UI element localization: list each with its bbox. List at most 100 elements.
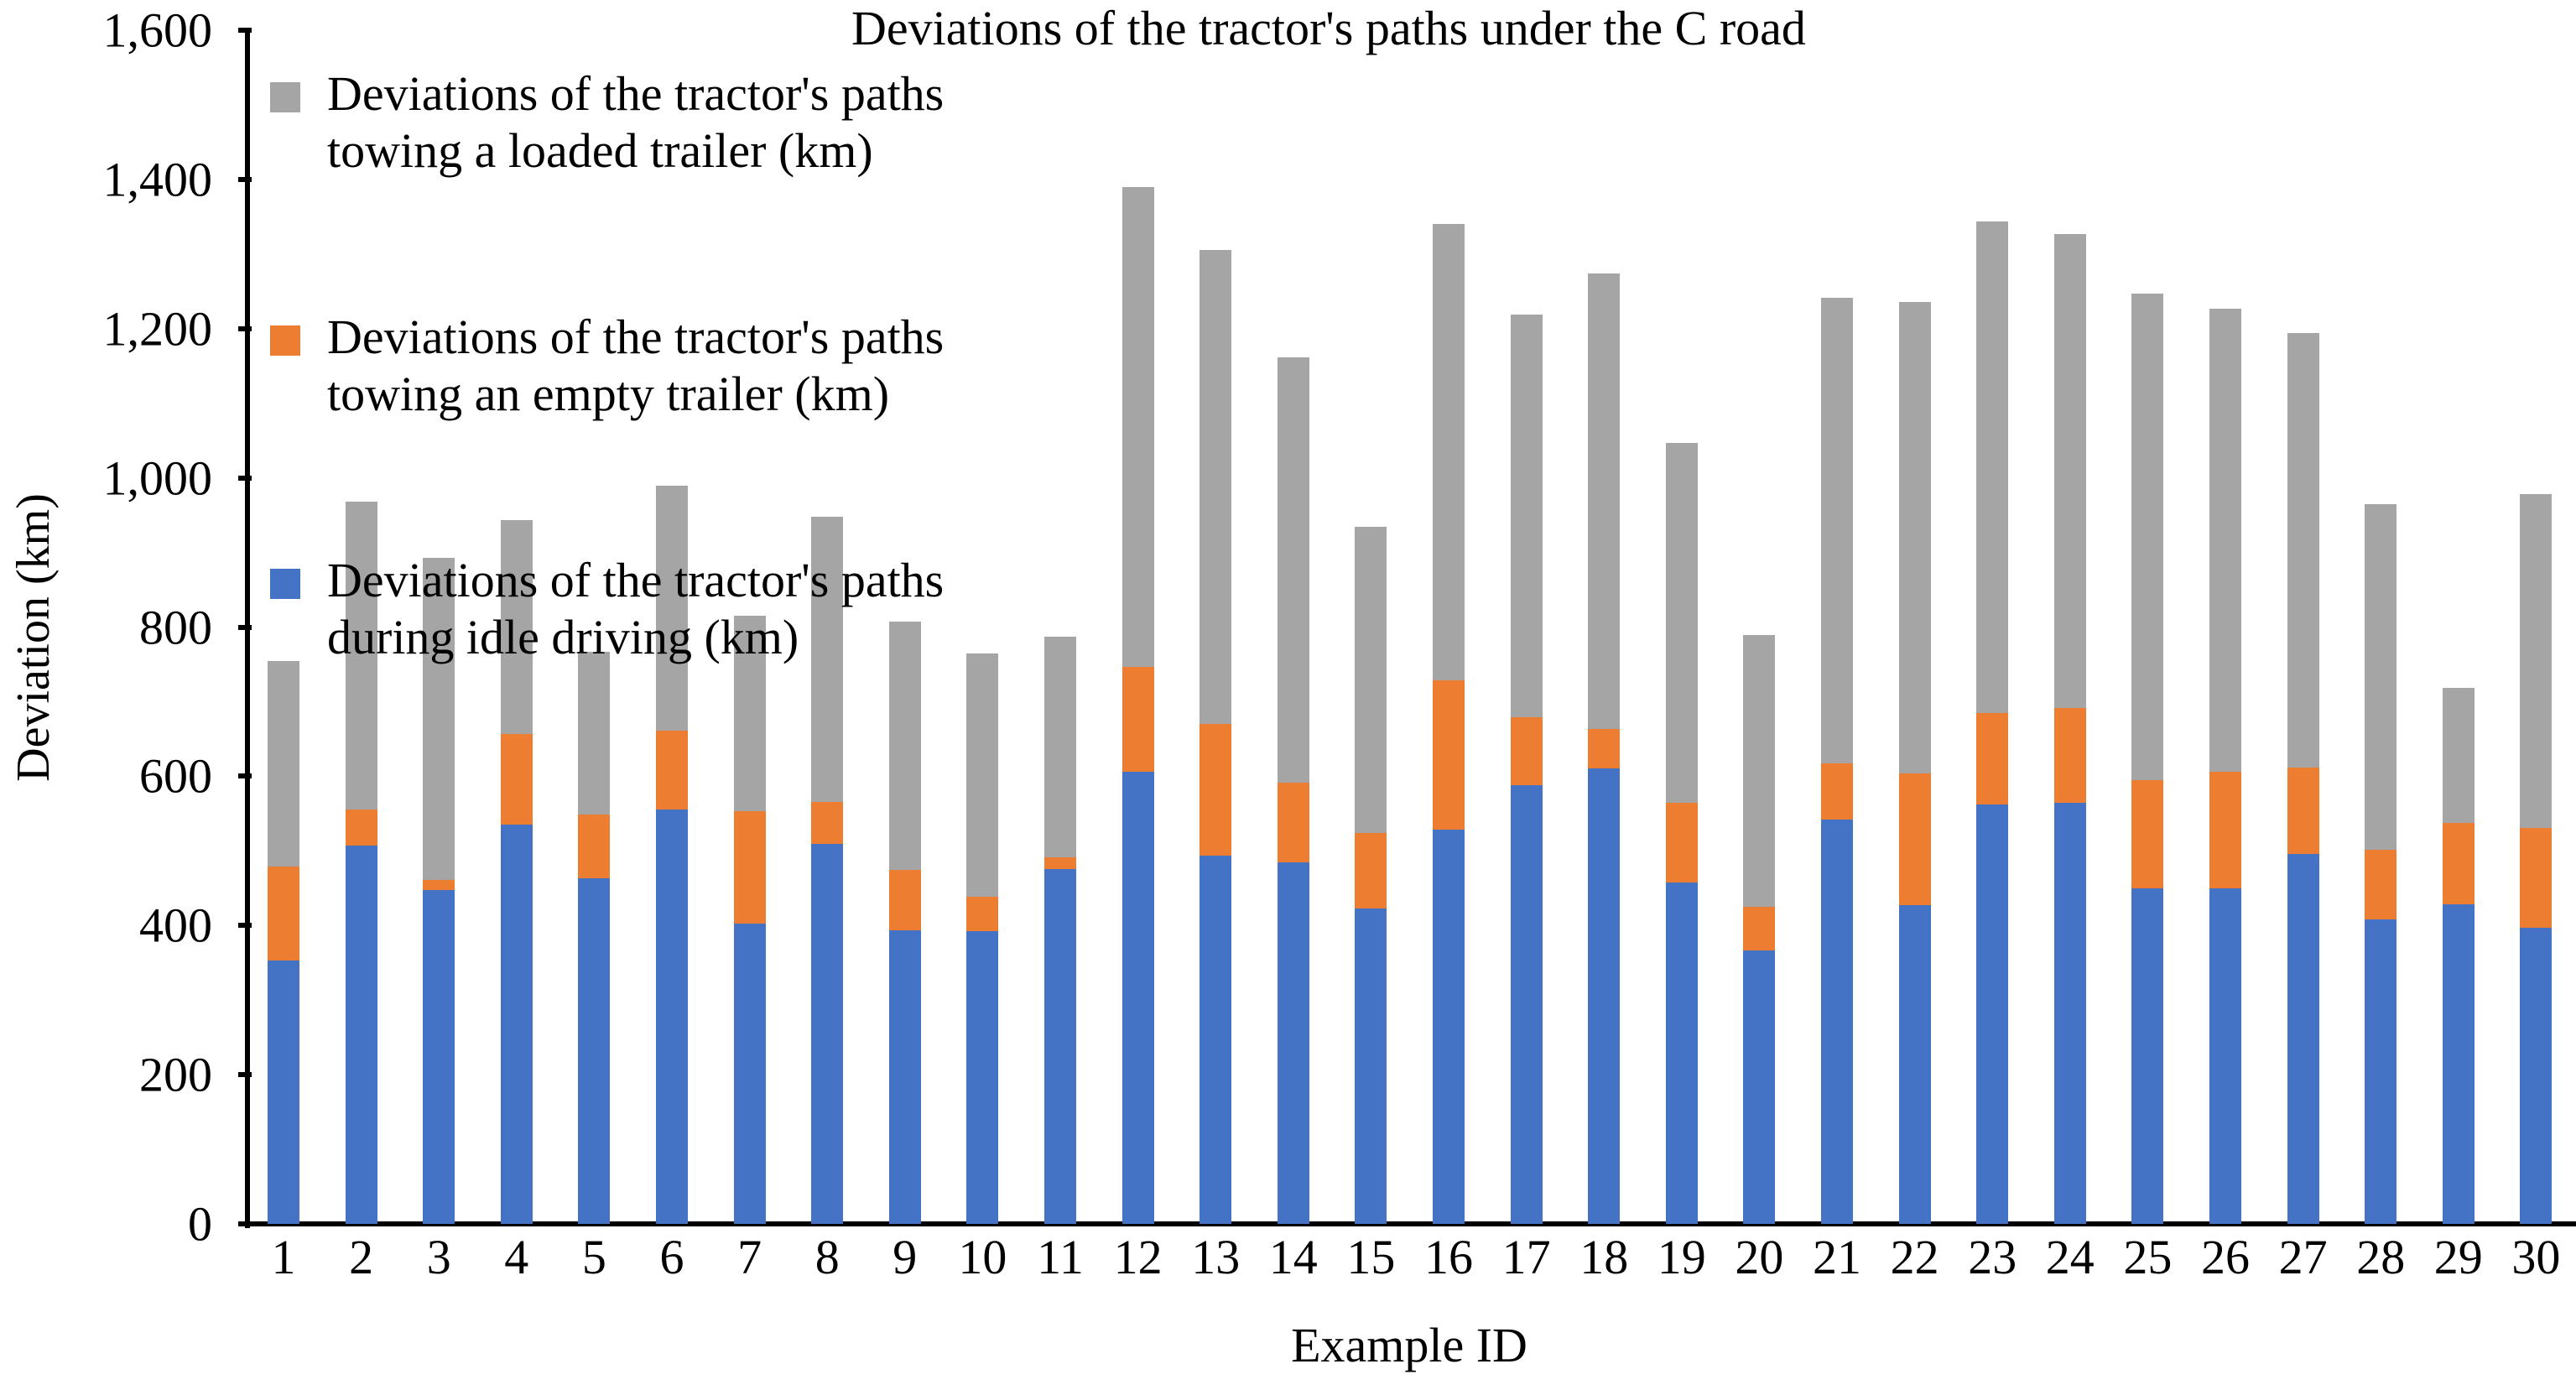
legend-swatch-blue [270, 569, 300, 599]
bar-segment-empty [2053, 707, 2086, 804]
bar-segment-idle [268, 961, 299, 1224]
bar-segment-idle [2442, 904, 2475, 1224]
bar-segment-idle [1355, 908, 1387, 1224]
bar-segment-empty [2209, 772, 2241, 888]
bar-segment-empty [1743, 907, 1776, 951]
bar-segment-loaded [1976, 221, 2009, 713]
bar-segment-loaded [1200, 250, 1232, 725]
x-tick-label: 18 [1579, 1230, 1629, 1284]
x-tick-label: 8 [814, 1230, 840, 1284]
x-tick-label: 30 [2511, 1230, 2561, 1284]
bar-segment-empty [1433, 679, 1465, 830]
chart-title: Deviations of the tractor's paths under … [851, 1, 1806, 55]
x-tick-label: 7 [737, 1230, 762, 1284]
bar-segment-empty [811, 801, 844, 845]
bar-segment-loaded [966, 653, 999, 897]
bar-segment-loaded [733, 616, 766, 812]
y-tick-label: 1,200 [102, 301, 213, 357]
bar-segment-idle [2053, 803, 2086, 1224]
bar-segment-empty [1200, 724, 1232, 856]
bar-segment-empty [2442, 822, 2475, 905]
x-tick-label: 23 [1968, 1230, 2017, 1284]
bar-segment-idle [2287, 853, 2319, 1224]
x-tick-label: 17 [1501, 1230, 1551, 1284]
legend-label-line2: towing a loaded trailer (km) [327, 123, 873, 178]
bar-segment-empty [1665, 803, 1698, 882]
bar-segment-loaded [1121, 186, 1154, 667]
bar-segment-loaded [2442, 688, 2475, 823]
bar-segment-idle [345, 846, 377, 1224]
x-tick-label: 14 [1268, 1230, 1318, 1284]
y-tick-mark [238, 475, 252, 481]
legend-label-line2: during idle driving (km) [327, 610, 799, 664]
bar-segment-idle [1433, 829, 1465, 1224]
bar-segment-loaded [1821, 298, 1853, 764]
x-tick-label: 22 [1890, 1230, 1939, 1284]
bar-segment-empty [1277, 783, 1309, 862]
bar-segment-empty [1044, 857, 1076, 869]
y-tick-label: 200 [139, 1047, 212, 1102]
bar-segment-idle [966, 931, 999, 1224]
x-tick-label: 1 [271, 1230, 296, 1284]
y-tick-mark [238, 1221, 252, 1226]
bar-segment-loaded [2131, 293, 2164, 780]
bar-segment-idle [1898, 905, 1931, 1224]
bar-segment-empty [268, 866, 299, 961]
x-tick-label: 5 [581, 1230, 606, 1284]
bar-segment-idle [656, 810, 688, 1224]
y-tick-label: 1,400 [102, 152, 213, 207]
bar-segment-empty [1355, 832, 1387, 908]
bar-segment-loaded [500, 520, 533, 734]
x-tick-label: 24 [2045, 1230, 2095, 1284]
bar-segment-empty [500, 733, 533, 825]
legend-label-line1: Deviations of the tractor's paths [327, 553, 945, 607]
y-tick-label: 0 [188, 1196, 212, 1252]
bar-segment-idle [733, 923, 766, 1224]
bar-segment-idle [1743, 950, 1776, 1224]
bar-segment-empty [656, 731, 688, 810]
bar-segment-empty [578, 814, 611, 879]
bar-segment-empty [1821, 763, 1853, 820]
bar-segment-loaded [2209, 308, 2241, 773]
x-tick-label: 2 [349, 1230, 374, 1284]
bar-segment-loaded [811, 516, 844, 802]
y-tick-mark [238, 624, 252, 630]
x-tick-label: 28 [2356, 1230, 2406, 1284]
x-tick-label: 13 [1191, 1230, 1241, 1284]
bar-segment-loaded [423, 557, 455, 880]
x-tick-label: 9 [892, 1230, 918, 1284]
bar-segment-idle [2209, 888, 2241, 1224]
y-tick-mark [238, 28, 252, 33]
x-tick-label: 20 [1735, 1230, 1784, 1284]
bar-segment-loaded [1277, 357, 1309, 784]
x-tick-label: 12 [1113, 1230, 1163, 1284]
bar-segment-idle [1510, 785, 1543, 1224]
bar-segment-idle [1200, 855, 1232, 1224]
bar-segment-empty [423, 879, 455, 890]
bar-segment-empty [2131, 779, 2164, 888]
legend-label-line1: Deviations of the tractor's paths [327, 66, 945, 121]
bar-segment-loaded [2287, 333, 2319, 768]
y-tick-label: 600 [139, 748, 212, 804]
x-tick-label: 26 [2201, 1230, 2250, 1284]
bar-segment-empty [966, 896, 999, 932]
x-tick-label: 10 [958, 1230, 1007, 1284]
bar-segment-loaded [2365, 503, 2397, 850]
bar-segment-idle [578, 878, 611, 1224]
x-tick-label: 3 [426, 1230, 451, 1284]
bar-segment-idle [2131, 888, 2164, 1224]
bar-segment-idle [1588, 768, 1621, 1224]
x-axis-label: Example ID [1291, 1318, 1527, 1372]
bar-segment-empty [1588, 729, 1621, 769]
bar-segment-loaded [1355, 527, 1387, 833]
x-axis-line [245, 1221, 2576, 1226]
bar-segment-loaded [1510, 314, 1543, 718]
legend-label-line1: Deviations of the tractor's paths [327, 310, 945, 364]
y-tick-mark [238, 1072, 252, 1078]
bar-segment-idle [1277, 862, 1309, 1224]
bar-segment-idle [2365, 919, 2397, 1224]
bar-segment-loaded [1588, 273, 1621, 730]
bar-segment-empty [2520, 827, 2553, 928]
bar-segment-empty [1898, 773, 1931, 906]
bar-segment-idle [888, 929, 921, 1224]
